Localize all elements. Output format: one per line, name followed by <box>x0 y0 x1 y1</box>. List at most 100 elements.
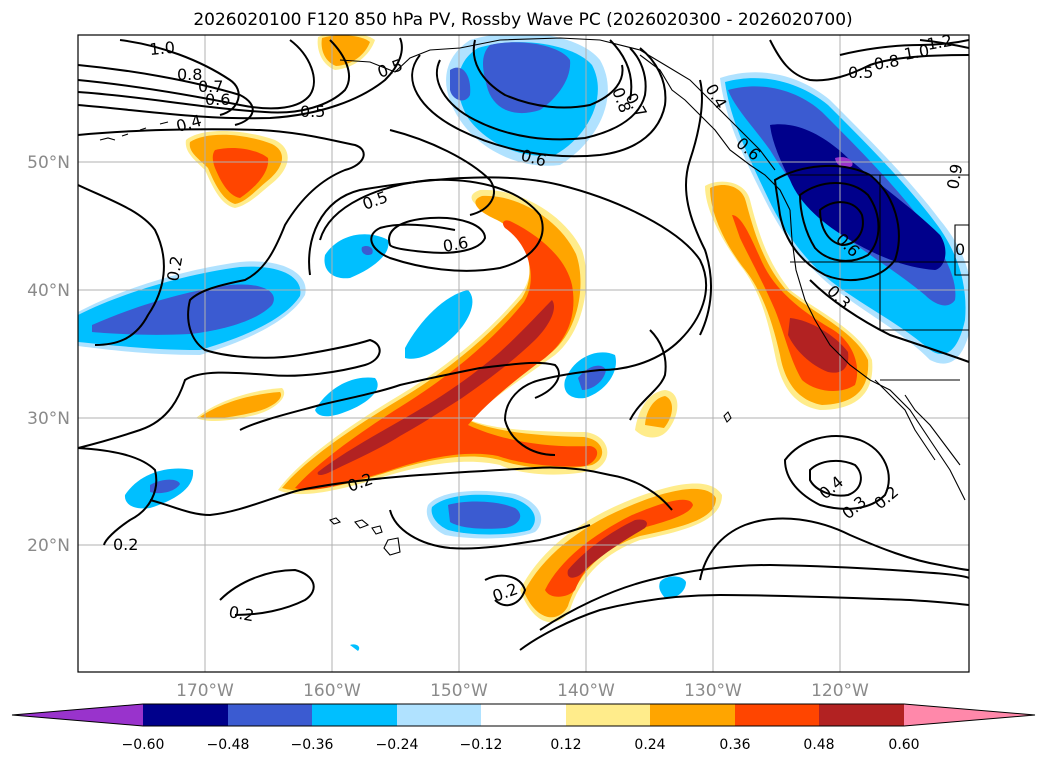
lat-label-20n: 20°N <box>27 536 70 556</box>
pv-contour <box>484 574 527 607</box>
shade-small-neg <box>350 644 360 651</box>
pv-contour <box>389 509 591 550</box>
pv-contour <box>78 39 350 114</box>
shade-pos-main <box>295 220 598 490</box>
colorbar-tick-label: −0.24 <box>376 737 419 753</box>
shade-pos-main <box>317 300 555 475</box>
shade-pos-a <box>212 147 269 198</box>
pv-contour <box>919 39 969 49</box>
lon-label-150w: 150°W <box>430 681 488 701</box>
pv-contour <box>684 79 713 336</box>
colorbar-tick-label: 0.12 <box>550 737 581 753</box>
figure-title: 2026020100 F120 850 hPa PV, Rossby Wave … <box>193 10 852 30</box>
colorbar-segment <box>312 704 397 726</box>
contour-label: 0.5 <box>848 63 873 82</box>
shade-small-neg <box>150 479 180 494</box>
contour-label: 1.0 <box>902 41 930 64</box>
us-west-coast <box>789 209 966 501</box>
shade-small-neg <box>361 245 373 256</box>
colorbar-tick-label: −0.36 <box>291 737 334 753</box>
pv-contour <box>699 517 969 581</box>
contour-label: 0.6 <box>205 90 230 109</box>
hawaii-islands <box>328 517 401 556</box>
pv-contours <box>78 37 969 651</box>
colorbar-segment <box>566 704 650 726</box>
state-border-canada <box>954 224 969 276</box>
pv-contour <box>78 39 315 110</box>
pv-contour <box>809 459 862 497</box>
shade-small-neg <box>448 501 521 529</box>
colorbar: −0.60 −0.48 −0.36 −0.24 −0.12 0.12 0.24 … <box>11 703 1036 753</box>
pv-contour <box>798 182 880 262</box>
latitude-labels: 50°N 40°N 30°N 20°N <box>27 153 70 556</box>
shade-small-neg <box>659 576 686 599</box>
pv-contour <box>78 184 165 346</box>
contour-label: 0 <box>955 240 965 259</box>
lat-label-50n: 50°N <box>27 153 70 173</box>
lon-label-160w: 160°W <box>303 681 361 701</box>
colorbar-tick-label: −0.12 <box>460 737 503 753</box>
pv-contour <box>539 563 969 631</box>
shade-pacific-neg <box>92 284 274 335</box>
pv-contour <box>119 39 240 116</box>
pv-contour <box>239 361 560 431</box>
pv-contour <box>78 128 381 449</box>
lat-label-30n: 30°N <box>27 409 70 429</box>
contour-label: 0.8 <box>177 65 202 84</box>
shade-westcoast-neg <box>770 124 946 270</box>
pv-contour <box>809 279 969 363</box>
shade-small-neg <box>405 290 473 359</box>
pv-contour <box>769 39 969 82</box>
contour-label: 0.2 <box>163 254 186 282</box>
contour-label: 0.6 <box>441 233 469 256</box>
colorbar-segment <box>481 704 566 726</box>
pv-contour <box>78 447 158 546</box>
shade-pos-small <box>200 392 282 419</box>
contour-label: 0.9 <box>943 162 966 190</box>
pv-contour <box>78 64 254 126</box>
contour-label: 0.5 <box>300 102 325 121</box>
lat-label-40n: 40°N <box>27 281 70 301</box>
pv-contour <box>308 176 708 456</box>
colorbar-tick-label: −0.48 <box>207 737 250 753</box>
pv-contour <box>818 201 864 247</box>
alaska-coast <box>339 37 776 171</box>
colorbar-outline <box>11 703 1036 727</box>
lon-label-170w: 170°W <box>176 681 234 701</box>
bc-coast <box>639 54 791 211</box>
colorbar-segment <box>735 704 819 726</box>
colorbar-tick-label: 0.24 <box>634 737 665 753</box>
contour-label: 1.0 <box>149 38 176 59</box>
pv-contour <box>78 37 403 120</box>
colorbar-segment <box>12 704 143 726</box>
gulf-california-coast <box>904 394 961 466</box>
pv-contour <box>388 216 487 254</box>
pv-contour <box>839 39 969 56</box>
colorbar-tick-label: −0.60 <box>122 737 165 753</box>
colorbar-segment <box>397 704 481 726</box>
aleutian-islands <box>99 121 169 141</box>
colorbar-tick-label: 0.60 <box>888 737 919 753</box>
pv-contour <box>389 129 495 216</box>
pv-contour <box>629 329 667 421</box>
lon-label-120w: 120°W <box>811 681 869 701</box>
shade-small-neg <box>315 377 378 417</box>
pv-contour <box>411 47 667 158</box>
colorbar-tick-label: 0.48 <box>803 737 834 753</box>
map-frame <box>77 34 970 673</box>
pv-contour <box>435 47 647 141</box>
pv-contour <box>783 435 890 510</box>
contour-label: 0.2 <box>113 535 138 554</box>
pv-contour <box>773 165 900 281</box>
contour-label: 1.2 <box>925 31 953 54</box>
pv-shading <box>78 35 969 651</box>
colorbar-segment <box>819 704 904 726</box>
baja-coast <box>874 379 936 461</box>
colorbar-segment <box>650 704 735 726</box>
colorbar-tick-label: 0.36 <box>719 737 750 753</box>
colorbar-segment <box>904 704 1035 726</box>
shade-pos-east <box>788 318 849 373</box>
lon-label-130w: 130°W <box>684 681 742 701</box>
